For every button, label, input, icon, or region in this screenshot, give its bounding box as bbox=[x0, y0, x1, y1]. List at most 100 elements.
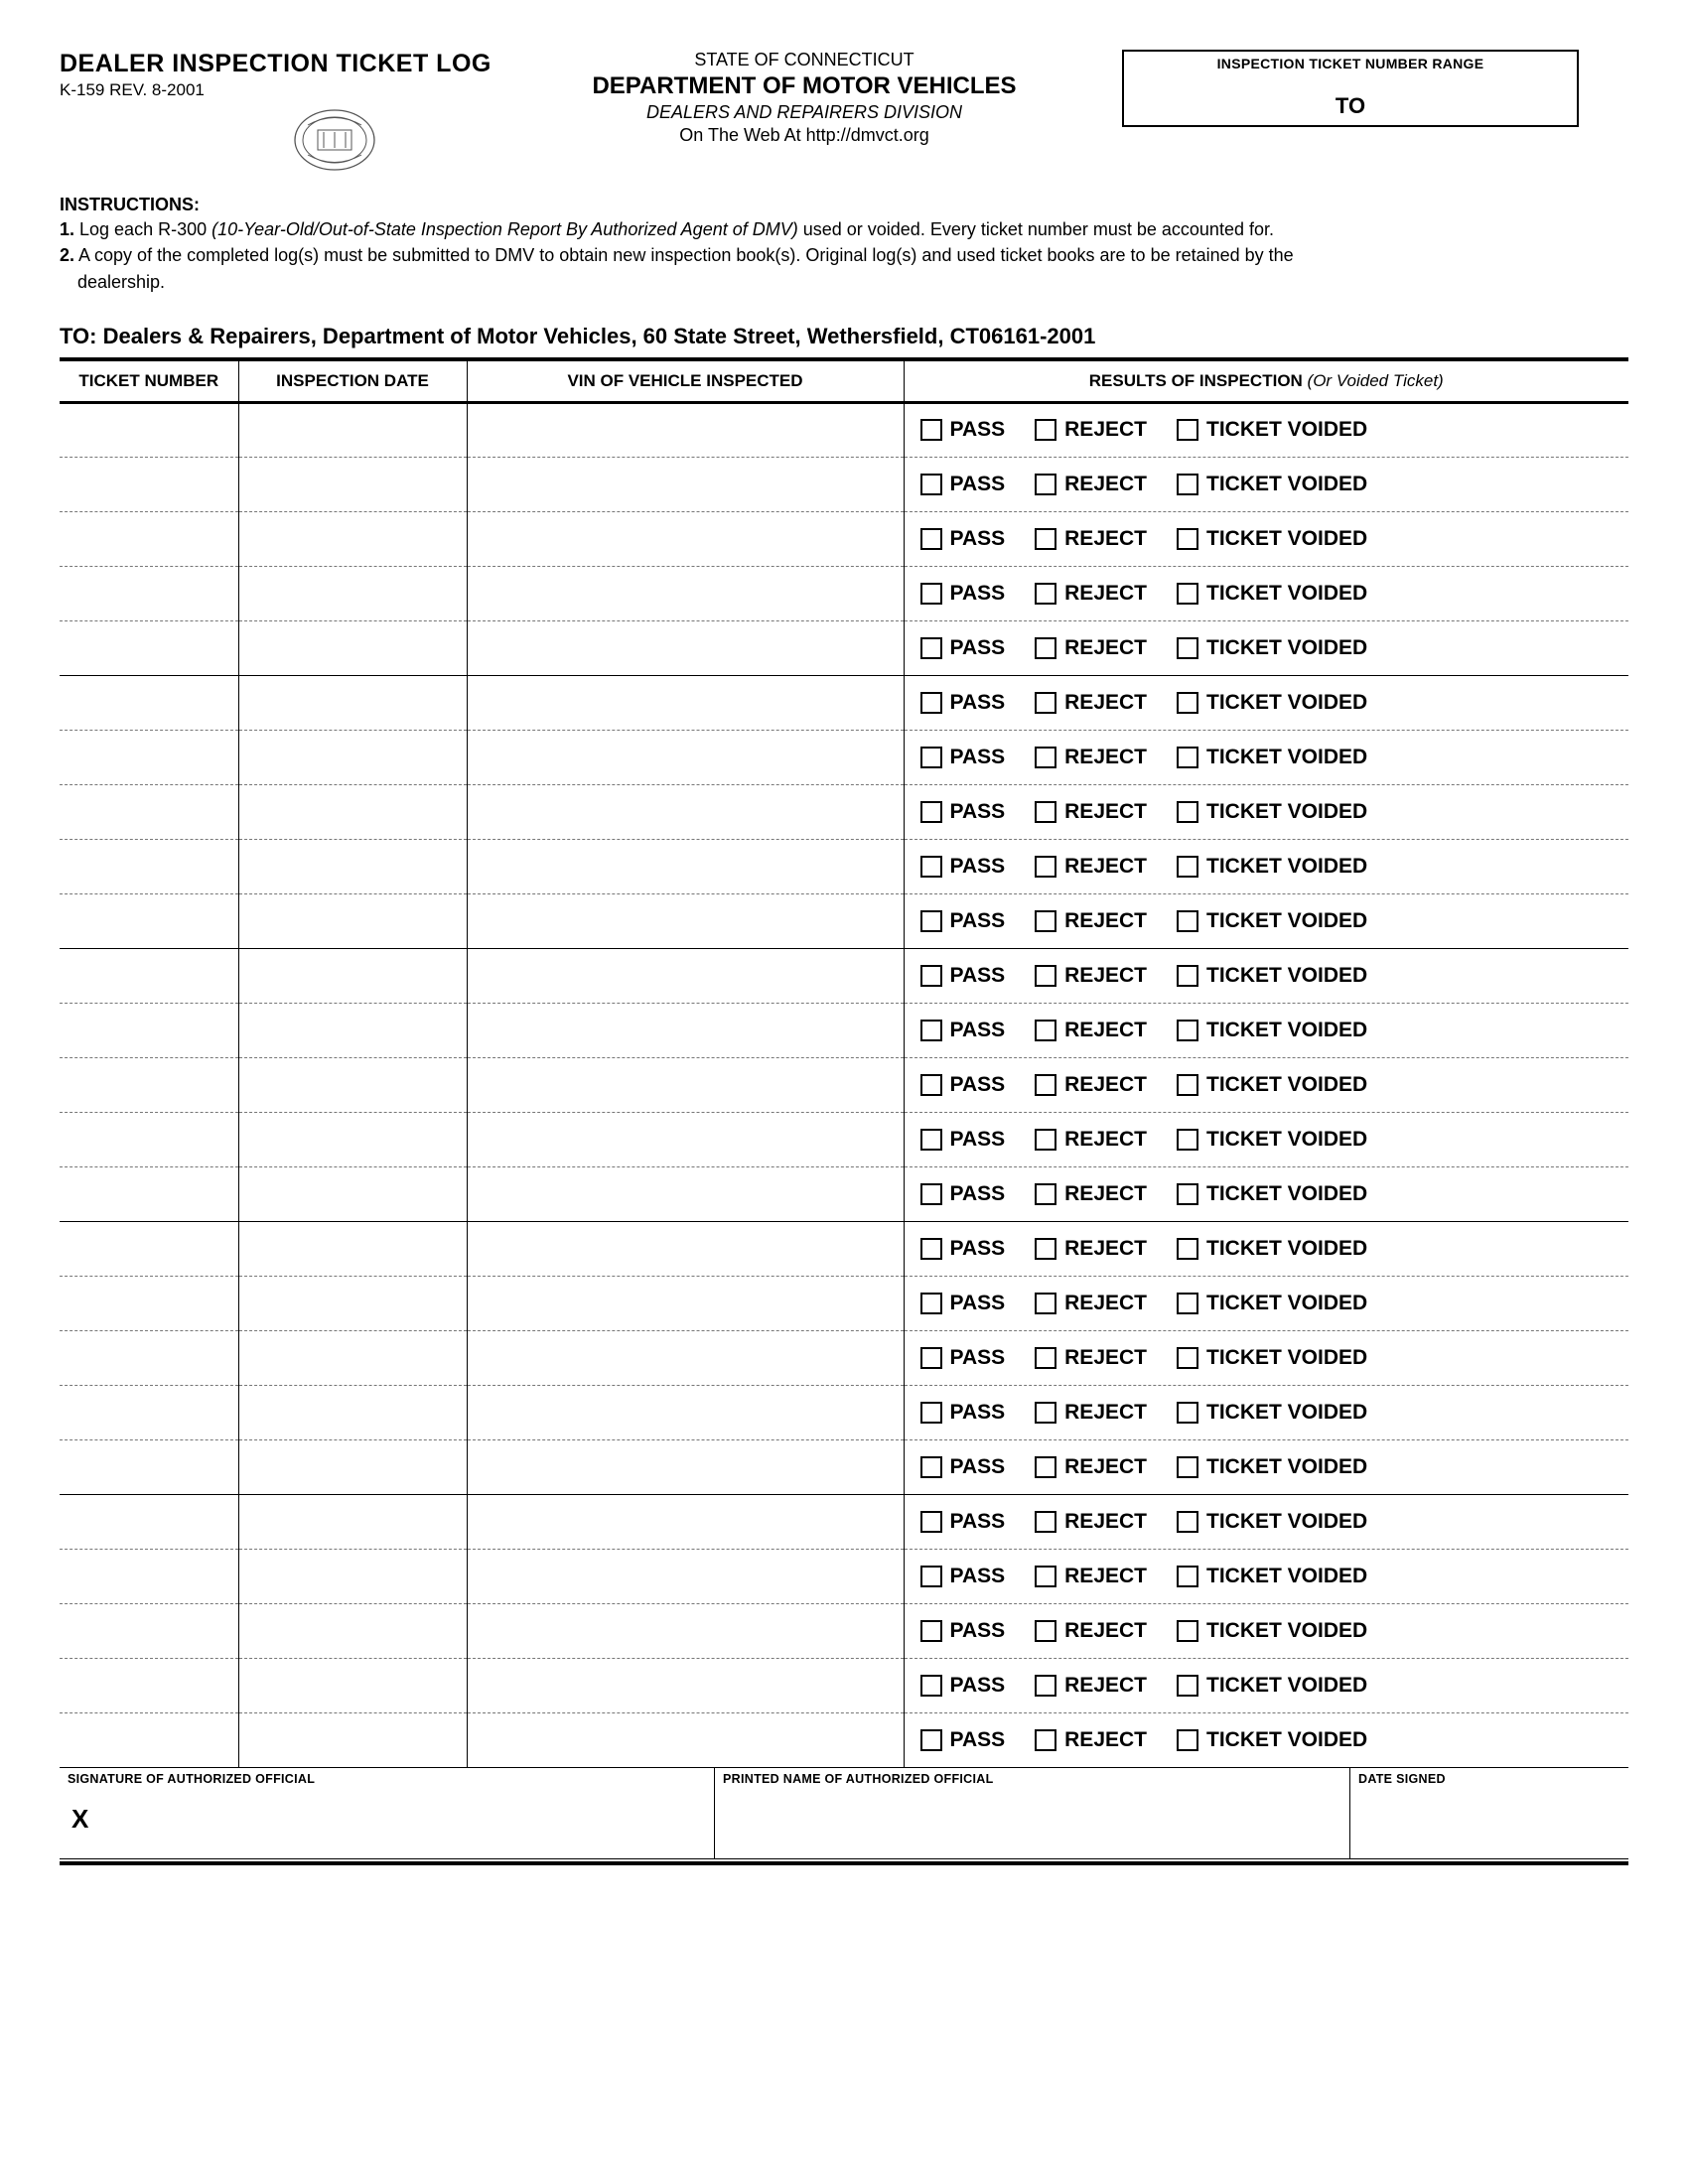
cell-date[interactable] bbox=[238, 620, 467, 675]
pass-checkbox[interactable]: PASS bbox=[920, 1019, 1006, 1042]
cell-vin[interactable] bbox=[467, 1549, 904, 1603]
pass-checkbox[interactable]: PASS bbox=[920, 1346, 1006, 1370]
pass-checkbox[interactable]: PASS bbox=[920, 527, 1006, 551]
pass-checkbox[interactable]: PASS bbox=[920, 746, 1006, 769]
pass-checkbox[interactable]: PASS bbox=[920, 964, 1006, 988]
reject-checkbox[interactable]: REJECT bbox=[1035, 1182, 1147, 1206]
reject-checkbox[interactable]: REJECT bbox=[1035, 1619, 1147, 1643]
voided-checkbox[interactable]: TICKET VOIDED bbox=[1177, 1237, 1367, 1261]
reject-checkbox[interactable]: REJECT bbox=[1035, 1510, 1147, 1534]
cell-vin[interactable] bbox=[467, 839, 904, 893]
reject-checkbox[interactable]: REJECT bbox=[1035, 1674, 1147, 1698]
reject-checkbox[interactable]: REJECT bbox=[1035, 1292, 1147, 1315]
cell-date[interactable] bbox=[238, 1439, 467, 1494]
cell-vin[interactable] bbox=[467, 1057, 904, 1112]
pass-checkbox[interactable]: PASS bbox=[920, 855, 1006, 879]
cell-vin[interactable] bbox=[467, 1276, 904, 1330]
cell-ticket[interactable] bbox=[60, 1330, 238, 1385]
cell-ticket[interactable] bbox=[60, 1166, 238, 1221]
cell-date[interactable] bbox=[238, 1712, 467, 1767]
cell-vin[interactable] bbox=[467, 1603, 904, 1658]
voided-checkbox[interactable]: TICKET VOIDED bbox=[1177, 473, 1367, 496]
cell-date[interactable] bbox=[238, 1003, 467, 1057]
voided-checkbox[interactable]: TICKET VOIDED bbox=[1177, 746, 1367, 769]
voided-checkbox[interactable]: TICKET VOIDED bbox=[1177, 1619, 1367, 1643]
cell-ticket[interactable] bbox=[60, 620, 238, 675]
voided-checkbox[interactable]: TICKET VOIDED bbox=[1177, 1510, 1367, 1534]
pass-checkbox[interactable]: PASS bbox=[920, 1237, 1006, 1261]
pass-checkbox[interactable]: PASS bbox=[920, 1728, 1006, 1752]
cell-vin[interactable] bbox=[467, 1658, 904, 1712]
cell-date[interactable] bbox=[238, 566, 467, 620]
printed-name-cell[interactable]: PRINTED NAME OF AUTHORIZED OFFICIAL bbox=[715, 1768, 1350, 1858]
cell-vin[interactable] bbox=[467, 402, 904, 457]
cell-date[interactable] bbox=[238, 730, 467, 784]
voided-checkbox[interactable]: TICKET VOIDED bbox=[1177, 1073, 1367, 1097]
reject-checkbox[interactable]: REJECT bbox=[1035, 1019, 1147, 1042]
cell-ticket[interactable] bbox=[60, 1385, 238, 1439]
voided-checkbox[interactable]: TICKET VOIDED bbox=[1177, 1455, 1367, 1479]
voided-checkbox[interactable]: TICKET VOIDED bbox=[1177, 1401, 1367, 1425]
cell-date[interactable] bbox=[238, 511, 467, 566]
pass-checkbox[interactable]: PASS bbox=[920, 582, 1006, 606]
reject-checkbox[interactable]: REJECT bbox=[1035, 1346, 1147, 1370]
cell-vin[interactable] bbox=[467, 457, 904, 511]
reject-checkbox[interactable]: REJECT bbox=[1035, 800, 1147, 824]
pass-checkbox[interactable]: PASS bbox=[920, 636, 1006, 660]
cell-date[interactable] bbox=[238, 1276, 467, 1330]
voided-checkbox[interactable]: TICKET VOIDED bbox=[1177, 1019, 1367, 1042]
cell-ticket[interactable] bbox=[60, 1057, 238, 1112]
cell-ticket[interactable] bbox=[60, 511, 238, 566]
voided-checkbox[interactable]: TICKET VOIDED bbox=[1177, 1728, 1367, 1752]
cell-date[interactable] bbox=[238, 1658, 467, 1712]
cell-ticket[interactable] bbox=[60, 784, 238, 839]
voided-checkbox[interactable]: TICKET VOIDED bbox=[1177, 855, 1367, 879]
signature-cell[interactable]: SIGNATURE OF AUTHORIZED OFFICIAL X bbox=[60, 1768, 715, 1858]
pass-checkbox[interactable]: PASS bbox=[920, 1073, 1006, 1097]
voided-checkbox[interactable]: TICKET VOIDED bbox=[1177, 1565, 1367, 1588]
cell-date[interactable] bbox=[238, 1385, 467, 1439]
cell-vin[interactable] bbox=[467, 730, 904, 784]
cell-vin[interactable] bbox=[467, 784, 904, 839]
cell-date[interactable] bbox=[238, 1112, 467, 1166]
cell-date[interactable] bbox=[238, 1221, 467, 1276]
cell-ticket[interactable] bbox=[60, 1603, 238, 1658]
cell-date[interactable] bbox=[238, 1166, 467, 1221]
cell-date[interactable] bbox=[238, 675, 467, 730]
cell-date[interactable] bbox=[238, 1549, 467, 1603]
cell-date[interactable] bbox=[238, 1603, 467, 1658]
cell-ticket[interactable] bbox=[60, 566, 238, 620]
voided-checkbox[interactable]: TICKET VOIDED bbox=[1177, 1128, 1367, 1152]
reject-checkbox[interactable]: REJECT bbox=[1035, 582, 1147, 606]
pass-checkbox[interactable]: PASS bbox=[920, 1292, 1006, 1315]
cell-ticket[interactable] bbox=[60, 839, 238, 893]
cell-vin[interactable] bbox=[467, 1221, 904, 1276]
cell-ticket[interactable] bbox=[60, 1439, 238, 1494]
cell-ticket[interactable] bbox=[60, 675, 238, 730]
cell-ticket[interactable] bbox=[60, 1003, 238, 1057]
reject-checkbox[interactable]: REJECT bbox=[1035, 1128, 1147, 1152]
cell-vin[interactable] bbox=[467, 1166, 904, 1221]
cell-date[interactable] bbox=[238, 1057, 467, 1112]
pass-checkbox[interactable]: PASS bbox=[920, 1565, 1006, 1588]
voided-checkbox[interactable]: TICKET VOIDED bbox=[1177, 582, 1367, 606]
reject-checkbox[interactable]: REJECT bbox=[1035, 1565, 1147, 1588]
pass-checkbox[interactable]: PASS bbox=[920, 1674, 1006, 1698]
cell-ticket[interactable] bbox=[60, 1494, 238, 1549]
voided-checkbox[interactable]: TICKET VOIDED bbox=[1177, 1292, 1367, 1315]
cell-vin[interactable] bbox=[467, 893, 904, 948]
cell-ticket[interactable] bbox=[60, 948, 238, 1003]
pass-checkbox[interactable]: PASS bbox=[920, 418, 1006, 442]
date-signed-cell[interactable]: DATE SIGNED bbox=[1350, 1768, 1628, 1858]
cell-vin[interactable] bbox=[467, 1439, 904, 1494]
reject-checkbox[interactable]: REJECT bbox=[1035, 1073, 1147, 1097]
cell-vin[interactable] bbox=[467, 948, 904, 1003]
cell-ticket[interactable] bbox=[60, 457, 238, 511]
reject-checkbox[interactable]: REJECT bbox=[1035, 691, 1147, 715]
reject-checkbox[interactable]: REJECT bbox=[1035, 1237, 1147, 1261]
reject-checkbox[interactable]: REJECT bbox=[1035, 909, 1147, 933]
pass-checkbox[interactable]: PASS bbox=[920, 1401, 1006, 1425]
cell-ticket[interactable] bbox=[60, 730, 238, 784]
reject-checkbox[interactable]: REJECT bbox=[1035, 964, 1147, 988]
cell-date[interactable] bbox=[238, 948, 467, 1003]
